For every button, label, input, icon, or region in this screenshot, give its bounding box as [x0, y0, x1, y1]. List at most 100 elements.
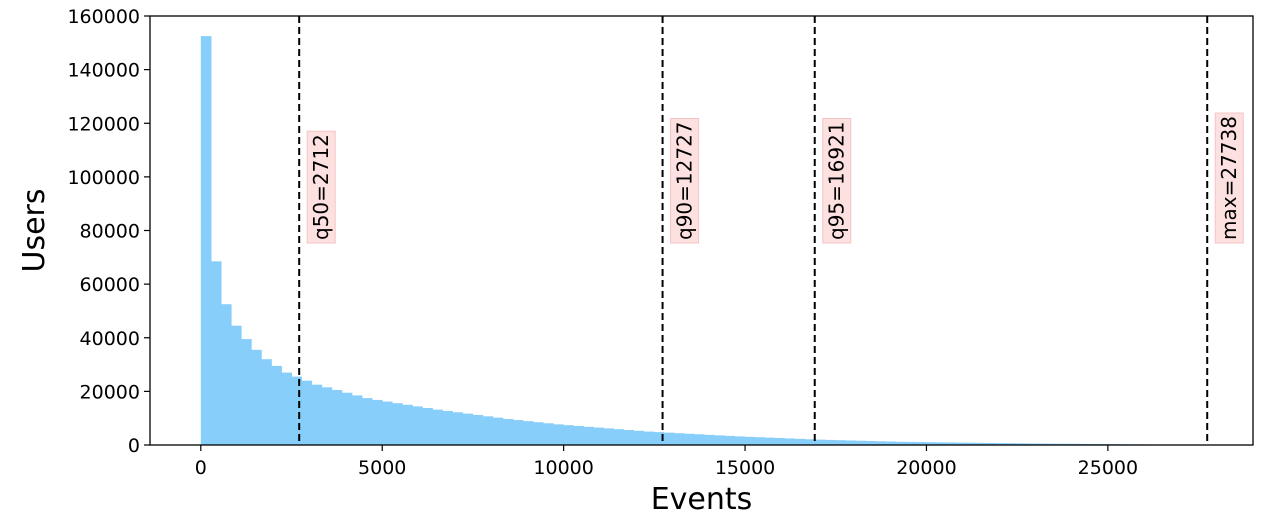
histogram-bar — [794, 438, 806, 445]
histogram-bar — [985, 442, 997, 445]
histogram-bar — [371, 399, 383, 445]
histogram-bar — [341, 392, 353, 445]
histogram-bar — [975, 442, 987, 445]
histogram-bar — [945, 442, 957, 445]
histogram-bar — [432, 409, 443, 445]
histogram-bar — [693, 434, 705, 445]
histogram-bar — [784, 438, 796, 445]
marker-label-group: q90=12727 — [670, 117, 700, 244]
histogram-bar — [462, 413, 474, 445]
histogram-bar — [683, 433, 695, 445]
histogram-bar — [593, 427, 604, 445]
y-tick-label: 80000 — [80, 221, 140, 243]
histogram-bar — [1015, 443, 1027, 445]
x-tick-label: 20000 — [896, 457, 956, 479]
x-tick-label: 25000 — [1078, 457, 1138, 479]
markers-group: q50=2712 q90=12727 q95=16921 max=27738 — [298, 16, 1244, 445]
histogram-bar — [633, 430, 645, 445]
histogram-bar — [472, 414, 484, 445]
histogram-bar — [653, 432, 665, 445]
histogram-bar — [542, 423, 554, 445]
y-tick-label: 100000 — [67, 167, 140, 189]
histogram-bar — [865, 440, 876, 445]
marker-label: q90=12727 — [673, 121, 697, 240]
marker-label: max=27738 — [1217, 116, 1241, 240]
histogram-bar — [824, 439, 836, 445]
histogram-bar — [663, 432, 675, 445]
histogram-bar — [392, 403, 403, 445]
histogram-bar — [764, 437, 776, 445]
histogram-bar — [230, 325, 242, 445]
histogram-bar — [321, 387, 333, 445]
histogram-bar — [452, 412, 464, 445]
histogram-bar — [673, 433, 685, 445]
histogram-bar — [1005, 443, 1017, 445]
histogram-bar — [442, 410, 453, 445]
y-tick-label: 40000 — [80, 328, 140, 350]
histogram-bar — [965, 442, 977, 445]
histogram-bar — [402, 404, 413, 445]
marker-label: q50=2712 — [309, 134, 333, 240]
histogram-bar — [241, 339, 252, 445]
histogram-bar — [210, 261, 222, 445]
histogram-bar — [1036, 443, 1047, 445]
histogram-bar — [583, 426, 594, 445]
histogram-bar — [774, 438, 786, 445]
histogram-bar — [251, 349, 262, 445]
histogram-bar — [522, 421, 534, 445]
histogram-bar — [834, 440, 846, 445]
marker-label-group: q50=2712 — [306, 130, 336, 244]
bars-group — [200, 36, 1208, 446]
y-axis: 0 20000 40000 60000 80000 100000 120000 140000 1… — [67, 6, 150, 457]
y-tick-label: 120000 — [67, 113, 140, 135]
histogram-bar — [563, 425, 574, 445]
histogram-bar — [744, 436, 755, 445]
histogram-bar — [301, 380, 313, 445]
histogram-bar — [512, 420, 524, 445]
marker-label-group: max=27738 — [1214, 112, 1244, 244]
histogram-bar — [1046, 443, 1057, 445]
histogram-bar — [311, 384, 323, 445]
y-tick-label: 0 — [128, 435, 140, 457]
histogram-bar — [291, 376, 303, 445]
marker-label-box — [822, 117, 852, 244]
histogram-bar — [502, 418, 514, 445]
y-tick-label: 160000 — [67, 6, 140, 28]
histogram-bar — [714, 435, 725, 445]
x-axis: 0 5000 10000 15000 20000 25000 — [195, 445, 1138, 479]
x-tick-label: 0 — [195, 457, 207, 479]
histogram-bar — [492, 417, 504, 445]
histogram-bar — [724, 435, 735, 445]
histogram-bar — [925, 442, 937, 445]
marker-label-box — [670, 117, 700, 244]
y-axis-label: Users — [17, 188, 52, 272]
histogram-bar — [381, 401, 393, 445]
marker-label-box — [1214, 112, 1244, 244]
histogram-bar — [261, 359, 272, 445]
histogram-bar — [704, 434, 715, 445]
histogram-bar — [281, 372, 292, 445]
histogram-bar — [935, 442, 947, 445]
histogram-bar — [875, 441, 886, 445]
histogram-bar — [814, 439, 826, 445]
y-tick-label: 20000 — [80, 381, 140, 403]
histogram-bar — [995, 443, 1007, 445]
histogram-bar — [603, 428, 615, 445]
histogram-bar — [200, 36, 212, 446]
histogram-bar — [754, 437, 765, 445]
histogram-bar — [271, 365, 282, 445]
x-axis-label: Events — [651, 482, 753, 517]
x-tick-label: 15000 — [715, 457, 775, 479]
marker-label: q95=16921 — [825, 121, 849, 240]
y-tick-label: 60000 — [80, 274, 140, 296]
y-tick-label: 140000 — [67, 60, 140, 82]
histogram-bar — [412, 406, 423, 445]
histogram-bar — [905, 441, 916, 445]
histogram-bar — [220, 304, 232, 445]
histogram-bar — [844, 440, 856, 445]
histogram-bar — [885, 441, 896, 445]
x-tick-label: 10000 — [533, 457, 593, 479]
histogram-bar — [532, 422, 544, 445]
